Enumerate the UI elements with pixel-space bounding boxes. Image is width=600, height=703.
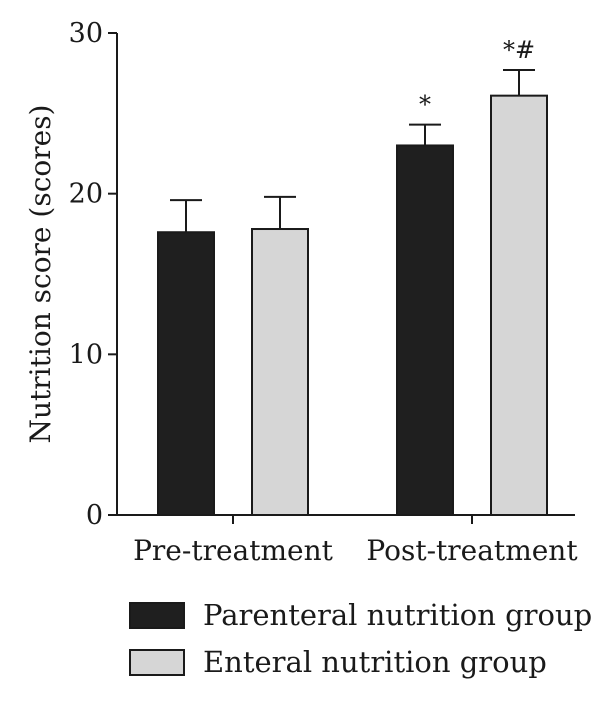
y-tick-label: 20 <box>69 179 103 210</box>
significance-marker: * <box>419 91 431 119</box>
y-tick-label: 10 <box>69 339 103 370</box>
y-tick-label: 0 <box>86 500 103 531</box>
legend-swatch <box>129 649 185 676</box>
bars: * *# <box>157 36 548 517</box>
y-axis-label: Nutrition score (scores) <box>24 105 57 444</box>
bar <box>396 144 454 516</box>
x-category-label: Pre-treatment <box>133 534 334 567</box>
legend-swatch <box>129 602 185 629</box>
legend-label: Parenteral nutrition group <box>203 598 592 632</box>
bar <box>251 228 309 516</box>
bar <box>490 94 548 516</box>
axes: 0 10 20 30 Pre-treatment Post-treatment <box>69 18 579 567</box>
y-tick-label: 30 <box>69 18 103 49</box>
significance-marker: *# <box>503 36 535 64</box>
legend-label: Enteral nutrition group <box>203 645 547 679</box>
legend: Parenteral nutrition group Enteral nutrit… <box>129 598 592 679</box>
x-category-label: Post-treatment <box>366 534 578 567</box>
bar <box>157 231 215 517</box>
